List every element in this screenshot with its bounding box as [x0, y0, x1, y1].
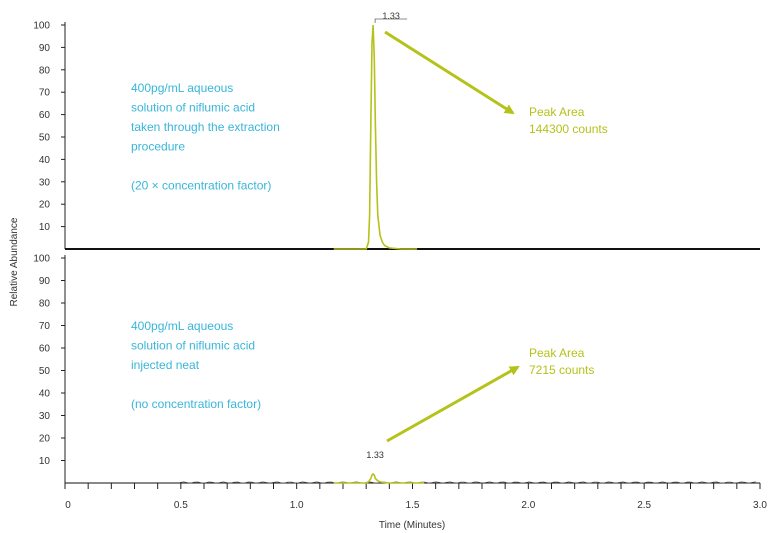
y-tick-label: 90: [39, 276, 51, 287]
x-tick-label: 2.0: [521, 500, 535, 511]
y-tick-label: 100: [33, 254, 50, 265]
y-tick-label: 80: [39, 299, 51, 310]
x-tick-label: 1.0: [290, 500, 304, 511]
y-tick-label: 100: [33, 21, 50, 32]
y-tick-label: 40: [39, 155, 51, 166]
x-axis-title: Time (Minutes): [379, 520, 445, 531]
sample-description-line: (no concentration factor): [131, 397, 261, 411]
sample-description-line: solution of niflumic acid: [131, 101, 255, 115]
peak-area-line: 7215 counts: [529, 363, 594, 377]
sample-description-line: injected neat: [131, 358, 200, 372]
peak-area-annotation: Peak Area 7215 counts: [529, 346, 594, 377]
y-tick-label: 20: [39, 434, 51, 445]
y-tick-label: 70: [39, 321, 51, 332]
peak-area-line: Peak Area: [529, 346, 585, 360]
y-tick-label: 80: [39, 65, 51, 76]
y-tick-label: 30: [39, 411, 51, 422]
y-tick-label: 20: [39, 200, 51, 211]
peak-area-arrow: [384, 30, 515, 115]
peak-time-label: 1.33: [382, 11, 400, 21]
x-tick-label: 0.5: [174, 500, 188, 511]
y-tick-label: 50: [39, 133, 51, 144]
y-tick-label: 30: [39, 177, 51, 188]
y-tick-label: 60: [39, 344, 51, 355]
x-tick-label: 3.0: [753, 500, 767, 511]
sample-description-line: solution of niflumic acid: [131, 339, 255, 353]
peak-area-annotation: Peak Area 144300 counts: [529, 105, 608, 136]
sample-description-line: procedure: [131, 140, 185, 154]
y-tick-label: 10: [39, 456, 51, 467]
chromatogram-trace: [333, 472, 425, 484]
sample-description-line: [131, 159, 134, 173]
y-tick-label: 90: [39, 43, 51, 54]
peak-area-line: 144300 counts: [529, 122, 608, 136]
y-tick-label: 60: [39, 110, 51, 121]
x-tick-label: 1.5: [406, 500, 420, 511]
peak-label-bracket: [374, 18, 408, 23]
sample-description: 400pg/mL aqueous solution of niflumic aci…: [131, 319, 261, 411]
x-tick-label: 0: [65, 500, 71, 511]
sample-description-line: taken through the extraction: [131, 120, 280, 134]
x-tick-label: 2.5: [637, 500, 651, 511]
peak-time-label: 1.33: [366, 450, 384, 460]
y-tick-label: 10: [39, 222, 51, 233]
annotations-layer: 1.33 400pg/mL aqueous solution of niflumic…: [131, 11, 608, 460]
sample-description: 400pg/mL aqueous solution of niflumic aci…: [131, 81, 280, 193]
chromatogram-trace: [333, 24, 418, 250]
y-tick-label: 40: [39, 389, 51, 400]
sample-description-line: (20 × concentration factor): [131, 179, 271, 193]
sample-description-line: 400pg/mL aqueous: [131, 319, 233, 333]
baseline-noise: [179, 481, 757, 484]
sample-description-line: 400pg/mL aqueous: [131, 81, 233, 95]
y-tick-label: 50: [39, 366, 51, 377]
peak-area-arrow: [386, 365, 520, 443]
traces-layer: [333, 24, 425, 484]
y-tick-label: 70: [39, 88, 51, 99]
y-axis-title: Relative Abundance: [9, 217, 20, 306]
peak-area-line: Peak Area: [529, 105, 585, 119]
sample-description-line: [131, 378, 134, 392]
